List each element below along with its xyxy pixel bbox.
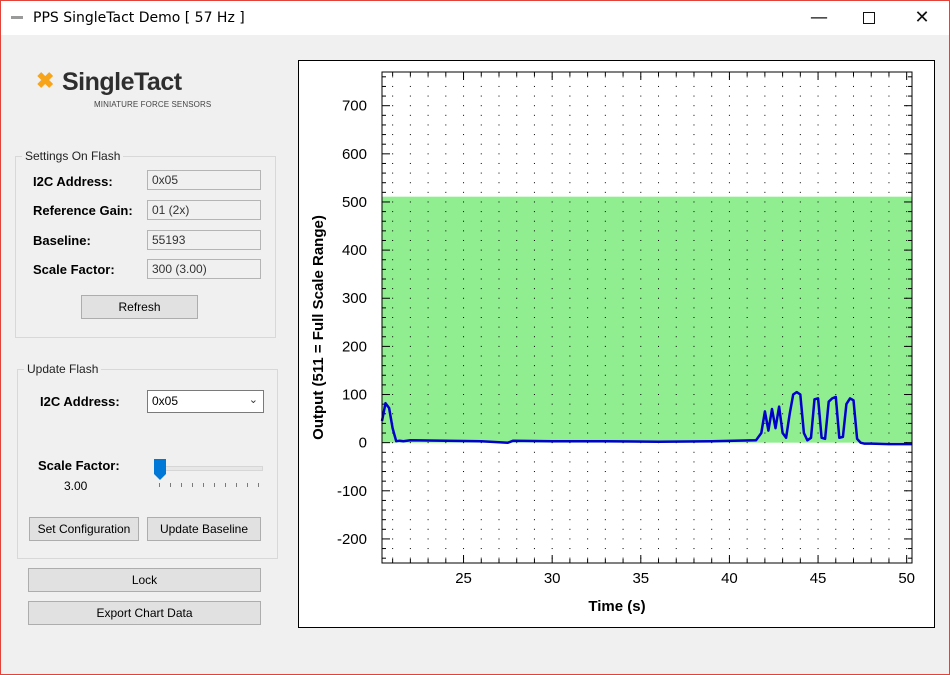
minor-ticks xyxy=(382,72,912,563)
chevron-down-icon: ⌄ xyxy=(248,394,258,406)
y-tick-label: 300 xyxy=(342,290,367,307)
slider-tick xyxy=(170,483,171,487)
logo-mark-icon: ✖ xyxy=(36,68,55,93)
maximize-icon xyxy=(863,12,875,24)
settings-group-title: Settings On Flash xyxy=(22,149,124,163)
slider-tick xyxy=(258,483,259,487)
settings-on-flash-group: Settings On Flash xyxy=(15,149,276,338)
y-axis-title: Output (511 = Full Scale Range) xyxy=(310,215,327,440)
y-tick-label: 700 xyxy=(342,98,367,115)
output-chart[interactable]: 25 30 35 40 45 50 -200 -100 0 100 200 300 400 500 600 7… xyxy=(299,61,934,627)
settings-i2c-value: 0x05 xyxy=(147,170,261,190)
slider-tick xyxy=(225,483,226,487)
title-bar[interactable]: PPS SingleTact Demo [ 57 Hz ] — ✕ xyxy=(1,1,949,35)
set-configuration-button[interactable]: Set Configuration xyxy=(29,517,139,541)
logo-name: SingleTact xyxy=(62,68,182,96)
x-tick-label: 25 xyxy=(455,570,472,587)
y-tick-label: -100 xyxy=(337,483,367,500)
x-tick-label: 30 xyxy=(544,570,561,587)
minimize-button[interactable]: — xyxy=(796,1,842,35)
export-chart-data-button[interactable]: Export Chart Data xyxy=(28,601,261,625)
update-baseline-button[interactable]: Update Baseline xyxy=(147,517,261,541)
update-scale-factor-label: Scale Factor: xyxy=(38,458,120,473)
scale-factor-slider-track[interactable] xyxy=(156,466,263,471)
y-tick-label: 0 xyxy=(359,435,367,452)
update-flash-group: Update Flash xyxy=(17,362,278,559)
close-button[interactable]: ✕ xyxy=(899,1,945,35)
y-tick-label: -200 xyxy=(337,531,367,548)
settings-scale-factor-value: 300 (3.00) xyxy=(147,259,261,279)
slider-tick xyxy=(192,483,193,487)
settings-baseline-label: Baseline: xyxy=(33,233,91,248)
settings-reference-gain-label: Reference Gain: xyxy=(33,203,133,218)
plot-area-border xyxy=(381,71,913,564)
refresh-button[interactable]: Refresh xyxy=(81,295,198,319)
y-tick-label: 400 xyxy=(342,242,367,259)
app-icon xyxy=(11,16,23,19)
y-tick-label: 500 xyxy=(342,194,367,211)
close-icon: ✕ xyxy=(914,7,930,28)
slider-tick xyxy=(203,483,204,487)
update-i2c-select[interactable]: 0x05 ⌄ xyxy=(147,390,264,413)
settings-reference-gain-value: 01 (2x) xyxy=(147,200,261,220)
logo-tagline: MINIATURE FORCE SENSORS xyxy=(94,100,212,109)
update-i2c-label: I2C Address: xyxy=(40,394,120,409)
output-series-line xyxy=(380,390,912,446)
settings-i2c-label: I2C Address: xyxy=(33,174,113,189)
update-scale-factor-value: 3.00 xyxy=(64,479,88,493)
slider-tick xyxy=(236,483,237,487)
update-i2c-selected-value: 0x05 xyxy=(152,394,179,408)
x-tick-label: 40 xyxy=(721,570,738,587)
full-scale-range-band xyxy=(382,196,912,443)
y-tick-label: 600 xyxy=(342,146,367,163)
slider-tick xyxy=(159,483,160,487)
x-tick-label: 35 xyxy=(632,570,649,587)
slider-tick xyxy=(214,483,215,487)
lock-button[interactable]: Lock xyxy=(28,568,261,592)
maximize-button[interactable] xyxy=(846,1,892,35)
x-tick-label: 45 xyxy=(810,570,827,587)
window-title: PPS SingleTact Demo [ 57 Hz ] xyxy=(33,10,245,26)
settings-scale-factor-label: Scale Factor: xyxy=(33,262,115,277)
slider-tick xyxy=(247,483,248,487)
slider-tick xyxy=(181,483,182,487)
update-group-title: Update Flash xyxy=(24,362,102,376)
settings-baseline-value: 55193 xyxy=(147,230,261,250)
x-tick-label: 50 xyxy=(898,570,915,587)
y-tick-label: 100 xyxy=(342,387,367,404)
x-axis-title: Time (s) xyxy=(588,598,645,615)
singletact-logo: ✖ SingleTact MINIATURE FORCE SENSORS xyxy=(36,68,226,115)
chart-panel[interactable]: 25 30 35 40 45 50 -200 -100 0 100 200 300 400 500 600 7… xyxy=(298,60,935,628)
y-tick-label: 200 xyxy=(342,338,367,355)
scale-factor-slider-thumb[interactable] xyxy=(154,459,166,480)
minimize-icon: — xyxy=(810,7,828,28)
